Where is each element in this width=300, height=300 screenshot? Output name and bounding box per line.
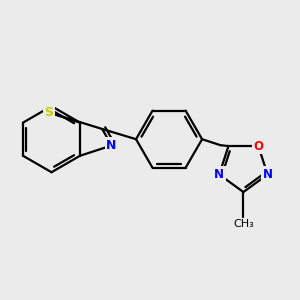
Text: N: N [106, 139, 117, 152]
Text: N: N [214, 168, 224, 181]
Text: N: N [262, 168, 273, 181]
Text: S: S [44, 106, 53, 119]
Text: O: O [253, 140, 263, 153]
Text: CH₃: CH₃ [233, 219, 254, 230]
